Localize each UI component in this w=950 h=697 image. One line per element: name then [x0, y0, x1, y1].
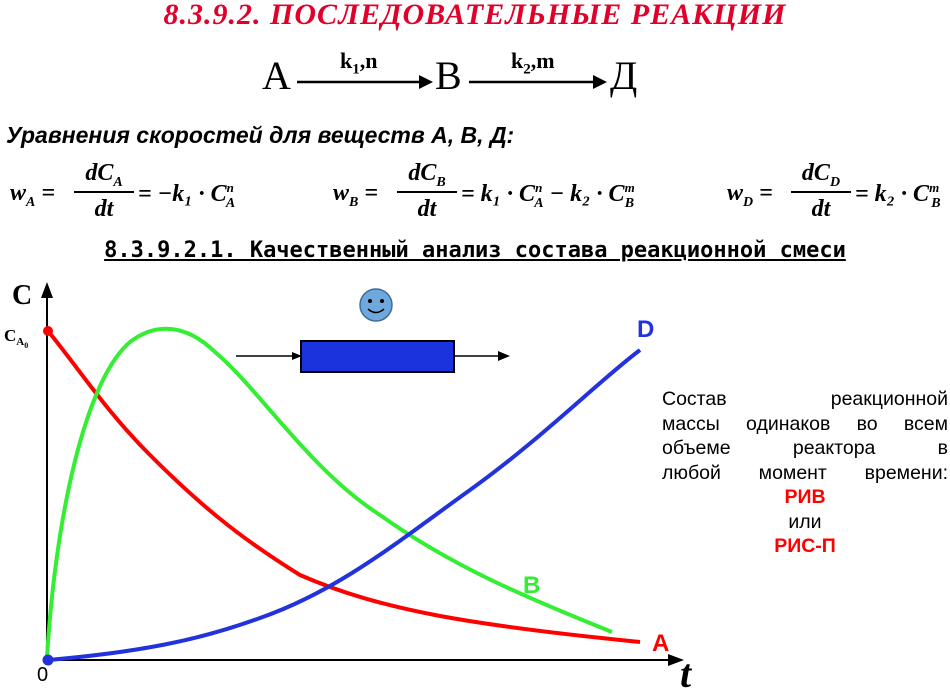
smiley-icon [359, 288, 393, 322]
y-axis-label: C [12, 280, 33, 311]
arrow-1 [297, 75, 433, 89]
rates-heading: Уравнения скоростей для веществ А, В, Д: [6, 122, 515, 148]
species-d: Д [610, 53, 638, 98]
side-line-3: объеме реактора в [662, 437, 948, 459]
equation-wA: wA = dCA dt = −k₁ · CnA [10, 160, 236, 222]
equation-wB: wB = dCB dt = k₁ · CnA − k₂ · CmB [333, 160, 635, 222]
curve-label-b: B [523, 572, 541, 599]
reactor-inlet-arrow [292, 352, 302, 360]
side-line-4: любой момент времени: [662, 461, 948, 484]
rate-const-k2: k2,m [511, 48, 555, 78]
start-point-a [43, 326, 53, 336]
curve-label-a: A [652, 630, 670, 657]
reactor-type-riv: РИВ [784, 486, 826, 508]
x-axis-arrow [668, 654, 684, 666]
curve-d [47, 348, 642, 662]
side-line-1: Состав реакционной [662, 388, 948, 410]
equation-wD: wD = dCD dt = k₂ · CmB [727, 160, 941, 222]
species-b: В [435, 53, 462, 98]
arrow-2 [469, 75, 607, 89]
origin-label: 0 [37, 664, 49, 686]
section-title: 8.3.9.2.1. Качественный анализ состава р… [104, 238, 846, 263]
origin-point [42, 654, 54, 666]
reactor-outlet-arrow [498, 351, 510, 361]
reactor-tube [300, 340, 455, 373]
side-line-2: массы одинаков во всем [662, 412, 948, 435]
species-a: А [262, 53, 291, 98]
curve-b [45, 326, 613, 659]
reactor-type-ris: РИС-П [774, 535, 836, 557]
side-or: или [788, 510, 822, 533]
reaction-scheme: А k1,n В k2,m Д [0, 48, 950, 108]
initial-concentration-label: CA0 [4, 326, 29, 351]
x-axis-label: t [680, 651, 692, 696]
curve-label-d: D [637, 316, 655, 343]
y-axis-arrow [41, 282, 53, 298]
concentration-plot [41, 282, 684, 666]
curve-a [46, 329, 641, 644]
side-note: Состав реакционной массы одинаков во все… [662, 387, 948, 559]
page-title: 8.3.9.2. ПОСЛЕДОВАТЕЛЬНЫЕ РЕАКЦИИ [163, 0, 787, 31]
rate-const-k1: k1,n [340, 48, 378, 78]
